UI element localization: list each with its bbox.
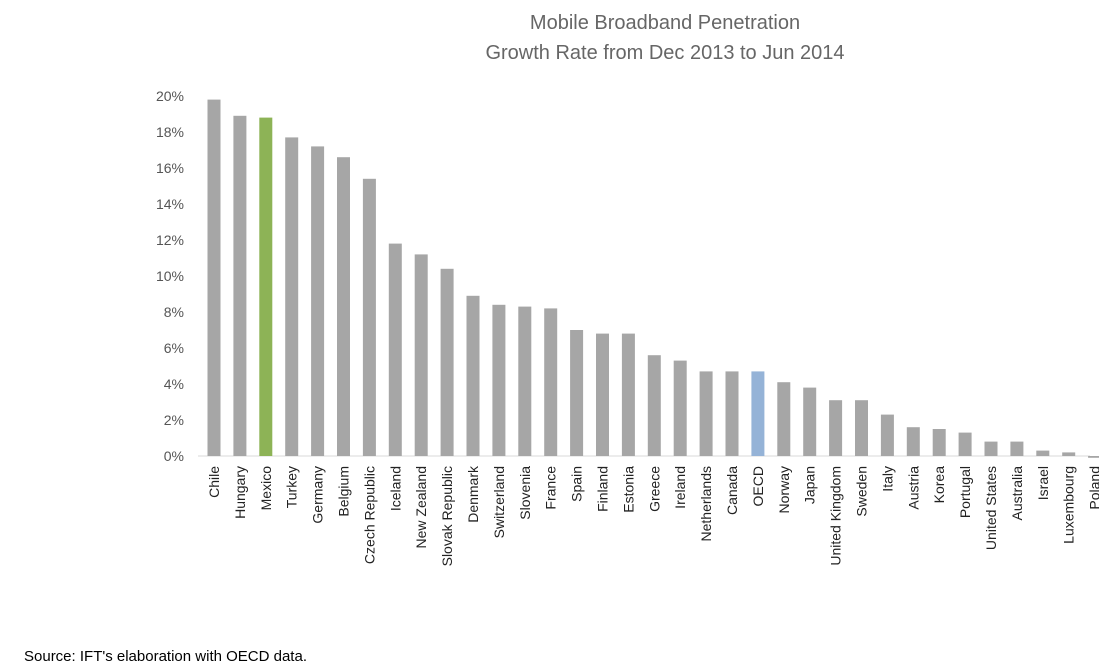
bar-iceland [388, 243, 402, 456]
y-tick-label: 2% [164, 412, 184, 428]
x-category-label: Korea [931, 466, 947, 504]
y-tick-label: 4% [164, 376, 184, 392]
y-tick-label: 14% [156, 196, 184, 212]
x-category-label: Poland [1087, 466, 1099, 510]
bar-israel [1036, 450, 1050, 456]
x-category-label: Switzerland [491, 466, 507, 538]
x-category-label: Sweden [854, 466, 870, 517]
x-category-label: Hungary [232, 466, 248, 519]
x-category-label: United Kingdom [828, 466, 844, 566]
x-category-label: Estonia [620, 466, 636, 513]
y-tick-label: 20% [156, 88, 184, 104]
bar-denmark [466, 295, 480, 456]
y-tick-label: 6% [164, 340, 184, 356]
x-category-label: Israel [1035, 466, 1051, 500]
bar-chile [207, 99, 221, 456]
bar-greece [647, 355, 661, 456]
bar-new-zealand [414, 254, 428, 456]
bar-oecd [751, 371, 765, 456]
bar-luxembourg [1062, 452, 1076, 456]
bar-switzerland [492, 304, 506, 456]
bar-ireland [673, 360, 687, 456]
bar-slovak-republic [440, 268, 454, 456]
bar-korea [932, 429, 946, 456]
bar-france [544, 308, 558, 456]
bar-spain [570, 330, 584, 456]
bar-australia [1010, 441, 1024, 456]
x-category-label: Denmark [465, 465, 481, 523]
bar-italy [880, 414, 894, 456]
x-category-label: Italy [879, 466, 895, 492]
x-category-label: Ireland [672, 466, 688, 509]
bar-turkey [285, 137, 299, 456]
x-category-label: Canada [724, 466, 740, 515]
y-tick-label: 0% [164, 448, 184, 464]
y-tick-label: 8% [164, 304, 184, 320]
chart-title: Mobile Broadband Penetration Growth Rate… [360, 8, 970, 68]
bar-mexico [259, 117, 273, 456]
x-category-label: Belgium [336, 466, 352, 517]
x-category-label: France [543, 466, 559, 510]
x-category-label: Australia [1009, 466, 1025, 521]
x-category-label: Austria [905, 466, 921, 510]
bar-norway [777, 382, 791, 456]
x-category-label: Iceland [387, 466, 403, 511]
x-category-label: New Zealand [413, 466, 429, 549]
x-category-label: OECD [750, 466, 766, 506]
source-note: Source: IFT's elaboration with OECD data… [24, 648, 307, 665]
x-category-label: Finland [595, 466, 611, 512]
y-tick-label: 18% [156, 124, 184, 140]
x-category-label: Slovak Republic [439, 466, 455, 566]
x-category-label: Japan [802, 466, 818, 504]
bar-united-kingdom [829, 400, 843, 456]
bar-slovenia [518, 306, 532, 456]
x-category-label: Greece [646, 466, 662, 512]
bar-japan [803, 387, 817, 456]
bar-austria [906, 427, 920, 456]
bar-portugal [958, 432, 972, 456]
x-category-label: Germany [310, 466, 326, 524]
x-category-label: Portugal [957, 466, 973, 518]
bar-hungary [233, 115, 247, 457]
y-tick-label: 12% [156, 232, 184, 248]
x-category-label: Spain [569, 466, 585, 502]
y-tick-label: 10% [156, 268, 184, 284]
bar-belgium [337, 157, 350, 456]
bar-netherlands [699, 371, 713, 456]
bar-poland [1088, 456, 1099, 458]
x-category-label: Netherlands [698, 466, 714, 542]
x-category-label: Turkey [284, 466, 300, 508]
x-category-label: Czech Republic [361, 466, 377, 564]
x-category-label: United States [983, 466, 999, 550]
x-category-label: Chile [206, 466, 222, 498]
chart-subtitle-line: Growth Rate from Dec 2013 to Jun 2014 [485, 42, 845, 64]
x-category-label: Mexico [258, 466, 274, 511]
bar-czech-republic [362, 178, 376, 457]
x-category-label: Norway [776, 466, 792, 513]
bar-canada [725, 371, 739, 456]
bar-finland [596, 333, 609, 456]
x-category-label: Slovenia [517, 466, 533, 520]
bar-germany [311, 146, 325, 456]
bar-united-states [984, 441, 998, 456]
chart-title-line: Mobile Broadband Penetration [529, 12, 801, 34]
y-tick-label: 16% [156, 160, 184, 176]
x-category-label: Luxembourg [1061, 466, 1077, 544]
bar-estonia [621, 333, 635, 456]
bar-sweden [855, 400, 868, 456]
